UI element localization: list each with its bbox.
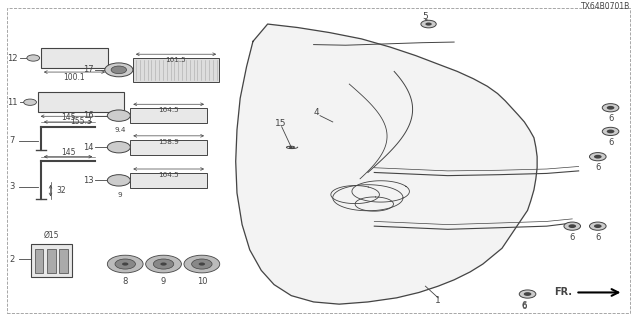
Bar: [38, 92, 124, 112]
Polygon shape: [236, 24, 537, 304]
Text: 6: 6: [608, 138, 613, 147]
Text: 6: 6: [522, 300, 527, 309]
Circle shape: [602, 104, 619, 112]
Text: 13: 13: [83, 176, 93, 185]
Circle shape: [568, 224, 576, 228]
Text: 16: 16: [83, 111, 93, 120]
Text: 10: 10: [196, 277, 207, 286]
Text: 6: 6: [608, 114, 613, 123]
Text: FR.: FR.: [554, 287, 572, 298]
Circle shape: [594, 155, 602, 159]
Circle shape: [27, 55, 40, 61]
Text: 155.3: 155.3: [70, 117, 92, 126]
Bar: [35, 249, 44, 273]
Bar: [131, 140, 207, 155]
Circle shape: [524, 292, 531, 296]
Circle shape: [198, 262, 205, 266]
Bar: [131, 108, 207, 123]
Bar: [133, 58, 219, 82]
Circle shape: [184, 255, 220, 273]
Bar: [47, 249, 56, 273]
Text: 9: 9: [118, 192, 122, 198]
Text: 9.4: 9.4: [115, 127, 126, 133]
Text: 17: 17: [83, 65, 93, 74]
Text: 2: 2: [10, 255, 15, 264]
Circle shape: [191, 259, 212, 269]
Bar: [59, 249, 68, 273]
Circle shape: [154, 259, 173, 269]
Circle shape: [519, 290, 536, 298]
Circle shape: [108, 255, 143, 273]
Circle shape: [108, 175, 131, 186]
Text: 6: 6: [595, 233, 600, 242]
Text: 5: 5: [422, 12, 428, 21]
Text: 11: 11: [7, 98, 17, 107]
Text: 100.1: 100.1: [63, 73, 85, 82]
Circle shape: [108, 141, 131, 153]
Bar: [31, 244, 72, 277]
Circle shape: [146, 255, 181, 273]
Text: 6: 6: [522, 301, 527, 310]
Text: 9: 9: [161, 277, 166, 286]
Circle shape: [607, 130, 614, 133]
Text: 158.9: 158.9: [158, 139, 179, 145]
Circle shape: [105, 63, 133, 77]
Text: 1: 1: [435, 297, 441, 306]
Circle shape: [108, 110, 131, 121]
Text: Ø15: Ø15: [44, 231, 59, 240]
Text: 101.5: 101.5: [166, 57, 186, 63]
Circle shape: [426, 22, 432, 26]
Text: 145: 145: [61, 113, 76, 122]
Text: 8: 8: [122, 277, 128, 286]
Circle shape: [24, 99, 36, 105]
Circle shape: [111, 66, 127, 74]
Bar: [131, 173, 207, 188]
Circle shape: [122, 262, 129, 266]
Text: 6: 6: [570, 233, 575, 242]
Text: 6: 6: [595, 163, 600, 172]
Text: 7: 7: [10, 136, 15, 145]
Circle shape: [421, 20, 436, 28]
Text: TX64B0701B: TX64B0701B: [580, 3, 630, 12]
Text: 12: 12: [7, 53, 17, 62]
Text: 164.5: 164.5: [158, 107, 179, 113]
Bar: [41, 48, 108, 68]
Circle shape: [589, 222, 606, 230]
Circle shape: [564, 222, 580, 230]
Text: 32: 32: [56, 186, 66, 195]
Text: 164.5: 164.5: [158, 172, 179, 178]
Circle shape: [115, 259, 136, 269]
Circle shape: [607, 106, 614, 110]
Text: 15: 15: [275, 119, 286, 128]
Circle shape: [589, 153, 606, 161]
Text: 14: 14: [83, 143, 93, 152]
Circle shape: [161, 262, 167, 266]
Text: 3: 3: [10, 182, 15, 191]
Circle shape: [594, 224, 602, 228]
Circle shape: [602, 127, 619, 136]
Text: 145: 145: [61, 148, 76, 157]
Text: 4: 4: [314, 108, 319, 117]
